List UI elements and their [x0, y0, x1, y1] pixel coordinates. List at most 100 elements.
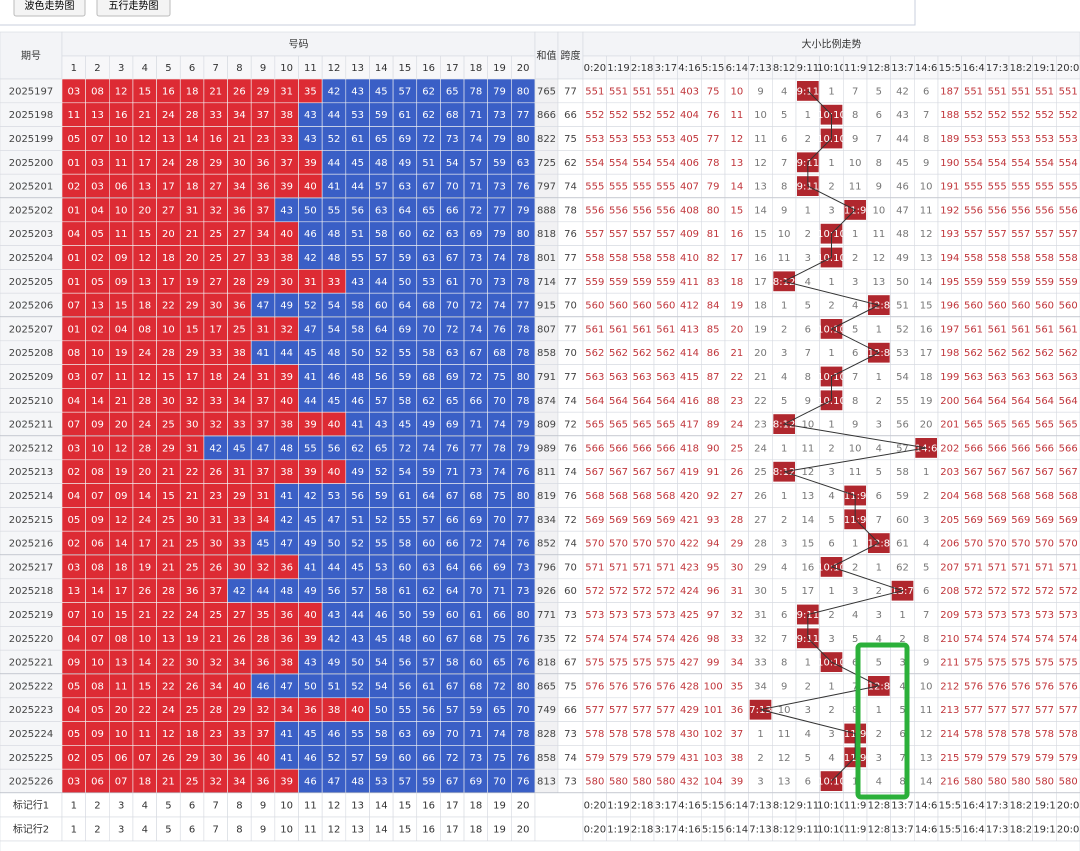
trend-miss: 551 [656, 86, 675, 97]
number: 43 [328, 610, 341, 621]
number: 72 [422, 134, 435, 145]
trend-miss: 412 [680, 301, 699, 312]
number: 11 [115, 229, 128, 240]
number: 08 [67, 348, 80, 359]
trend-miss: 569 [1035, 515, 1054, 526]
trend-miss: 560 [1059, 301, 1078, 312]
trend-miss: 32 [730, 610, 743, 621]
number: 32 [257, 705, 270, 716]
number: 37 [280, 158, 293, 169]
trend-miss: 4 [852, 301, 858, 312]
number-header: 11 [304, 63, 317, 74]
number: 57 [375, 182, 388, 193]
trend-miss: 43 [896, 110, 909, 121]
marker-blank-bg [534, 816, 584, 842]
button[interactable] [96, 0, 171, 17]
trend-miss: 571 [1035, 562, 1054, 573]
button[interactable] [13, 0, 86, 17]
trend-miss: 1 [805, 110, 811, 121]
number: 40 [304, 182, 317, 193]
number: 15 [162, 491, 175, 502]
marker-number: 5 [165, 825, 171, 836]
trend-miss: 410 [680, 253, 699, 264]
trend-miss: 577 [988, 705, 1007, 716]
trend-hit: 12:8 [868, 681, 890, 692]
trend-miss: 19 [754, 324, 767, 335]
trend-miss: 11 [872, 229, 885, 240]
number: 26 [233, 86, 246, 97]
trend-hit: 9:11 [797, 86, 819, 97]
number: 26 [209, 467, 222, 478]
number-header: 16 [422, 63, 435, 74]
marker-ratio: 1:19 [607, 825, 629, 836]
trend-miss: 75 [707, 86, 720, 97]
trend-miss: 81 [707, 229, 720, 240]
trend-miss: 567 [609, 467, 628, 478]
sum: 796 [537, 562, 556, 573]
trend-miss: 567 [1011, 467, 1030, 478]
number: 54 [328, 324, 341, 335]
trend-miss: 552 [609, 110, 628, 121]
trend-miss: 86 [707, 348, 720, 359]
trend-miss: 567 [964, 467, 983, 478]
number: 44 [328, 110, 341, 121]
trend-miss: 566 [1011, 443, 1030, 454]
trend-miss: 26 [730, 467, 743, 478]
trend-miss: 551 [988, 86, 1007, 97]
marker-number: 7 [213, 825, 219, 836]
number: 73 [493, 110, 506, 121]
number: 01 [67, 158, 80, 169]
trend-miss: 580 [1011, 777, 1030, 788]
number: 37 [257, 396, 270, 407]
trend-miss: 209 [940, 610, 959, 621]
trend-miss: 6 [923, 586, 929, 597]
marker-number: 14 [375, 825, 388, 836]
trend-miss: 555 [656, 182, 675, 193]
ratio-header: 6:14 [726, 63, 748, 74]
sum: 865 [537, 681, 556, 692]
trend-miss: 10 [730, 86, 743, 97]
number: 67 [446, 681, 459, 692]
number: 49 [304, 539, 317, 550]
number: 72 [470, 205, 483, 216]
number: 50 [375, 705, 388, 716]
number: 50 [304, 681, 317, 692]
sum: 725 [537, 158, 556, 169]
number: 71 [446, 467, 459, 478]
trend-miss: 568 [1035, 491, 1054, 502]
trend-miss: 561 [1035, 324, 1054, 335]
button-label[interactable]: 五行走势图 [109, 0, 159, 12]
number: 56 [399, 658, 412, 669]
period: 2025221 [9, 658, 54, 669]
button-label[interactable]: 波色走势图 [25, 0, 75, 12]
span: 72 [564, 515, 577, 526]
number: 26 [186, 681, 199, 692]
trend-miss: 566 [633, 443, 652, 454]
trend-miss: 5 [805, 301, 811, 312]
number: 32 [186, 396, 199, 407]
number: 41 [280, 753, 293, 764]
trend-miss: 579 [633, 753, 652, 764]
trend-miss: 578 [585, 729, 604, 740]
trend-miss: 7 [805, 348, 811, 359]
trend-miss: 1 [781, 301, 787, 312]
trend-miss: 5 [781, 396, 787, 407]
number: 28 [162, 586, 175, 597]
number: 36 [280, 610, 293, 621]
number: 65 [375, 134, 388, 145]
trend-miss: 413 [680, 324, 699, 335]
number: 66 [446, 539, 459, 550]
marker-number: 20 [517, 825, 530, 836]
number: 07 [91, 634, 104, 645]
number: 24 [138, 515, 151, 526]
trend-miss: 572 [609, 586, 628, 597]
trend-hit: 12:8 [868, 539, 890, 550]
trend-miss: 558 [633, 253, 652, 264]
number: 36 [257, 158, 270, 169]
trend-miss: 570 [988, 539, 1007, 550]
trend-miss: 204 [940, 491, 959, 502]
number: 50 [399, 610, 412, 621]
number: 39 [304, 158, 317, 169]
trend-miss: 8 [923, 634, 929, 645]
trend-miss: 34 [754, 681, 767, 692]
